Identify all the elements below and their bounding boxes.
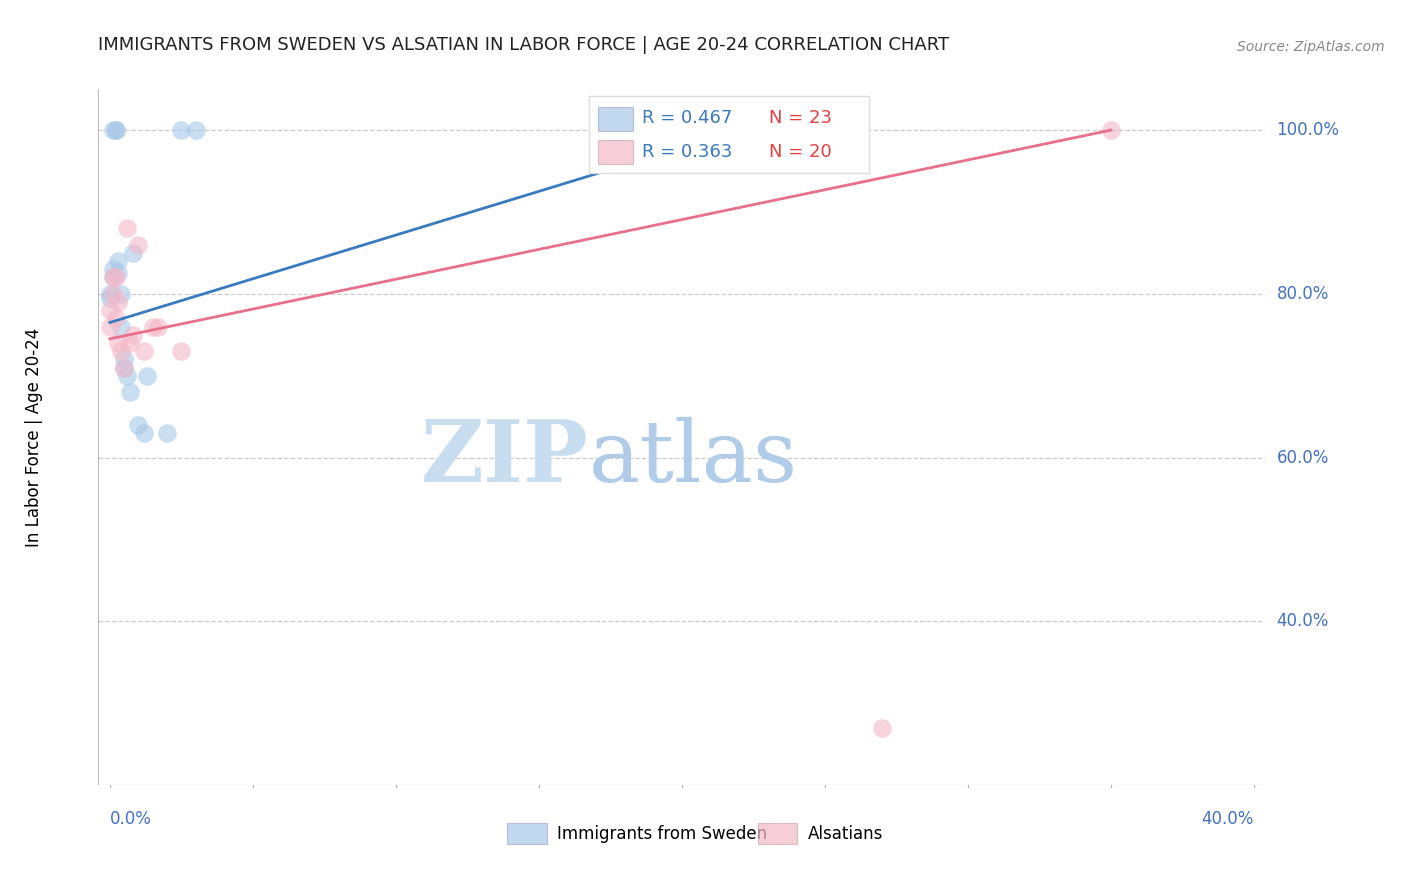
FancyBboxPatch shape bbox=[506, 823, 547, 844]
Point bbox=[101, 123, 124, 137]
FancyBboxPatch shape bbox=[758, 823, 797, 844]
Text: 0.0%: 0.0% bbox=[110, 810, 152, 828]
FancyBboxPatch shape bbox=[598, 106, 633, 131]
Point bbox=[121, 246, 143, 260]
Point bbox=[127, 237, 149, 252]
Point bbox=[98, 303, 121, 318]
Text: Source: ZipAtlas.com: Source: ZipAtlas.com bbox=[1237, 39, 1385, 54]
Point bbox=[148, 319, 170, 334]
Text: Alsatians: Alsatians bbox=[808, 825, 883, 843]
Text: R = 0.363: R = 0.363 bbox=[643, 143, 733, 161]
Point bbox=[110, 319, 132, 334]
Point bbox=[127, 417, 149, 432]
Point bbox=[110, 286, 132, 301]
FancyBboxPatch shape bbox=[598, 140, 633, 164]
Text: R = 0.467: R = 0.467 bbox=[643, 110, 733, 128]
Point bbox=[101, 286, 124, 301]
Point bbox=[112, 360, 135, 375]
Point bbox=[1099, 123, 1122, 137]
Point bbox=[98, 291, 121, 305]
Point bbox=[104, 311, 127, 326]
Text: N = 23: N = 23 bbox=[769, 110, 832, 128]
Point bbox=[110, 344, 132, 359]
Point bbox=[118, 335, 141, 350]
Point bbox=[121, 327, 143, 342]
Text: ZIP: ZIP bbox=[420, 416, 589, 500]
Point bbox=[107, 295, 129, 310]
Text: 60.0%: 60.0% bbox=[1277, 449, 1329, 467]
Text: 40.0%: 40.0% bbox=[1202, 810, 1254, 828]
Point bbox=[107, 335, 129, 350]
Point bbox=[115, 368, 138, 383]
Point bbox=[112, 352, 135, 367]
Text: 80.0%: 80.0% bbox=[1277, 285, 1329, 303]
Text: 40.0%: 40.0% bbox=[1277, 612, 1329, 631]
Text: IMMIGRANTS FROM SWEDEN VS ALSATIAN IN LABOR FORCE | AGE 20-24 CORRELATION CHART: IMMIGRANTS FROM SWEDEN VS ALSATIAN IN LA… bbox=[98, 36, 949, 54]
Text: 100.0%: 100.0% bbox=[1277, 121, 1340, 139]
Point bbox=[101, 270, 124, 285]
Text: atlas: atlas bbox=[589, 417, 797, 500]
Point bbox=[104, 123, 127, 137]
FancyBboxPatch shape bbox=[589, 96, 869, 173]
Point bbox=[134, 425, 156, 440]
Text: Immigrants from Sweden: Immigrants from Sweden bbox=[557, 825, 768, 843]
Point bbox=[98, 286, 121, 301]
Point bbox=[170, 123, 193, 137]
Point bbox=[101, 270, 124, 285]
Point bbox=[104, 270, 127, 285]
Point bbox=[104, 123, 127, 137]
Point bbox=[118, 385, 141, 400]
Point bbox=[170, 344, 193, 359]
Point bbox=[184, 123, 207, 137]
Point bbox=[112, 360, 135, 375]
Point bbox=[107, 266, 129, 280]
Point bbox=[101, 262, 124, 277]
Point bbox=[728, 123, 751, 137]
Point bbox=[142, 319, 165, 334]
Point bbox=[870, 721, 893, 735]
Point bbox=[156, 425, 179, 440]
Point bbox=[136, 368, 159, 383]
Text: In Labor Force | Age 20-24: In Labor Force | Age 20-24 bbox=[25, 327, 44, 547]
Text: N = 20: N = 20 bbox=[769, 143, 832, 161]
Point bbox=[107, 254, 129, 268]
Point bbox=[134, 344, 156, 359]
Point bbox=[115, 221, 138, 235]
Point bbox=[98, 319, 121, 334]
